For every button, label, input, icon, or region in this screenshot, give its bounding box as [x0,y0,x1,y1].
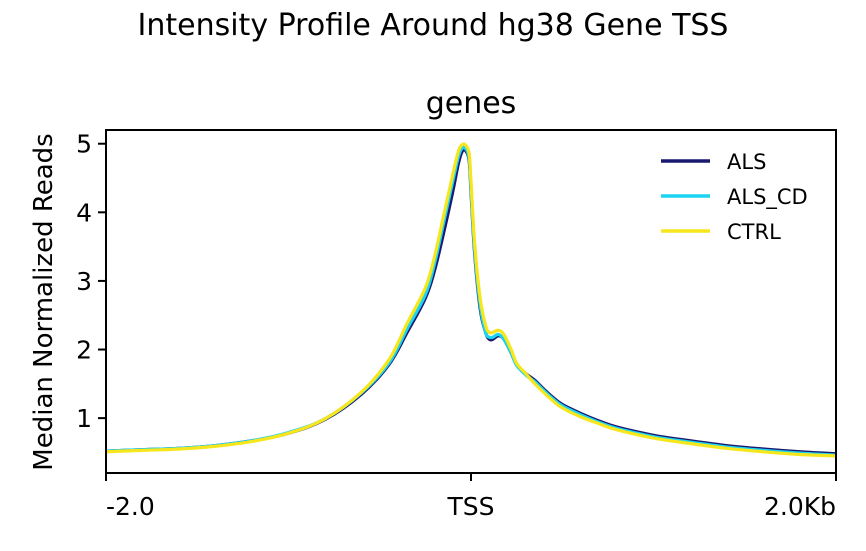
x-tick-label: TSS [446,492,494,521]
y-tick-label: 3 [76,267,92,296]
legend: ALS ALS_CD CTRL [661,150,808,244]
x-tick-label: 2.0Kb [764,492,836,521]
series-line-ctrl [105,142,837,458]
chart-title: genes [426,86,517,121]
legend-label: CTRL [727,220,781,244]
series-layer [105,142,837,458]
y-tick-label: 5 [76,130,92,159]
x-tick-label: -2.0 [106,492,155,521]
legend-label: ALS [727,150,766,174]
y-tick-label: 4 [76,198,92,227]
y-axis-label: Median Normalized Reads [29,133,59,470]
figure-title: Intensity Profile Around hg38 Gene TSS [137,8,729,43]
y-tick-label: 2 [76,336,92,365]
ticks-layer: 1 2 3 4 5 -2.0 TSS 2.0Kb [76,130,837,521]
legend-label: ALS_CD [727,185,808,210]
y-tick-label: 1 [76,404,92,433]
